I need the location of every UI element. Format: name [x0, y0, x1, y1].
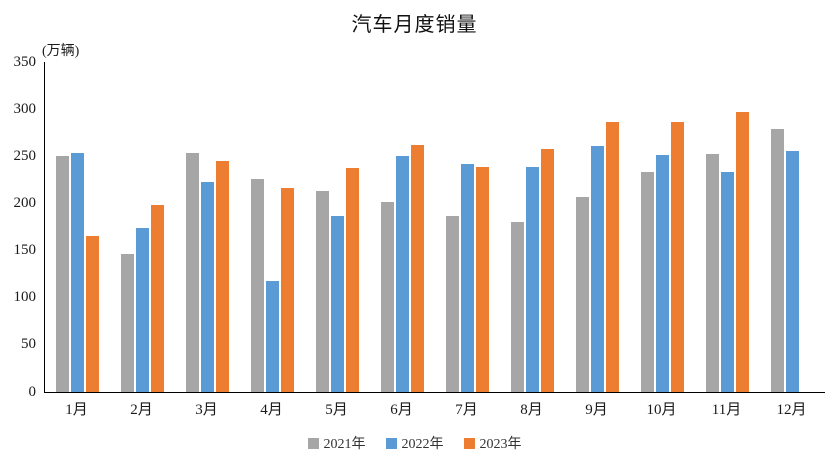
bar-2021年-7月	[446, 215, 459, 392]
x-tick-label-10月: 10月	[646, 402, 677, 418]
bar-group-7月	[435, 62, 500, 392]
y-tick-label: 50	[21, 336, 36, 353]
y-tick-label: 100	[13, 289, 37, 306]
bar-2023年-5月	[346, 167, 359, 392]
x-tick-label-8月: 8月	[520, 402, 543, 418]
bar-2021年-10月	[641, 172, 654, 392]
bar-2021年-6月	[381, 201, 394, 392]
bar-2023年-2月	[151, 205, 164, 392]
legend-swatch-icon	[307, 437, 319, 449]
bar-group-5月	[305, 62, 370, 392]
bar-2021年-12月	[771, 128, 784, 392]
legend-label: 2022年	[401, 437, 444, 452]
bar-2023年-8月	[541, 148, 554, 392]
bar-group-10月	[630, 62, 695, 392]
legend-label: 2023年	[479, 437, 522, 452]
bar-group-11月	[695, 62, 760, 392]
bar-2022年-11月	[721, 172, 734, 392]
bar-group-8月	[500, 62, 565, 392]
x-tick-label-12月: 12月	[776, 402, 807, 418]
y-tick-label: 0	[28, 383, 37, 400]
bar-2022年-10月	[656, 155, 669, 392]
y-axis-unit-label: (万辆)	[42, 44, 80, 59]
legend-swatch-icon	[385, 437, 397, 449]
bar-2022年-12月	[786, 150, 799, 392]
bar-group-9月	[565, 62, 630, 392]
y-tick-label: 300	[13, 100, 37, 117]
bar-2021年-8月	[511, 222, 524, 392]
bar-2022年-3月	[201, 181, 214, 392]
bar-2022年-6月	[396, 156, 409, 392]
y-tick-label: 200	[13, 194, 37, 211]
bar-2023年-3月	[216, 161, 229, 392]
legend-item-2021年: 2021年	[307, 433, 366, 453]
x-tick-label-1月: 1月	[65, 402, 88, 418]
bar-group-6月	[370, 62, 435, 392]
bar-2021年-5月	[316, 191, 329, 392]
y-tick-label: 350	[13, 53, 37, 70]
bar-2023年-4月	[281, 188, 294, 392]
bar-2023年-1月	[86, 236, 99, 392]
bar-2022年-9月	[591, 145, 604, 392]
bar-2022年-5月	[331, 215, 344, 392]
plot-area	[44, 62, 825, 393]
bar-2022年-4月	[266, 280, 279, 392]
x-tick-label-11月: 11月	[711, 402, 742, 418]
legend-label: 2021年	[323, 437, 366, 452]
x-tick-label-4月: 4月	[260, 402, 283, 418]
x-tick-label-7月: 7月	[455, 402, 478, 418]
y-axis: 0 50 100 150 200 250 300 350	[0, 54, 37, 399]
legend-swatch-icon	[463, 437, 475, 449]
x-axis: 1月 2月 3月 4月 5月 6月 7月 8月 9月 10月 11月 12月	[44, 398, 824, 419]
bar-2023年-6月	[411, 144, 424, 392]
x-tick-label-3月: 3月	[195, 402, 218, 418]
bar-2023年-9月	[606, 122, 619, 392]
bar-2022年-2月	[136, 227, 149, 392]
bar-2023年-11月	[736, 111, 749, 392]
bar-2021年-3月	[186, 153, 199, 392]
bar-2021年-1月	[56, 156, 69, 392]
y-tick-label: 250	[13, 147, 37, 164]
bar-group-12月	[760, 62, 825, 392]
x-tick-label-6月: 6月	[390, 402, 413, 418]
bar-2021年-4月	[251, 178, 264, 392]
bar-2021年-9月	[576, 196, 589, 392]
y-tick-label: 150	[13, 242, 37, 259]
bar-2022年-7月	[461, 163, 474, 392]
bar-2021年-2月	[121, 254, 134, 392]
x-tick-label-9月: 9月	[585, 402, 608, 418]
bar-2022年-8月	[526, 166, 539, 392]
bar-2023年-10月	[671, 122, 684, 392]
bar-group-1月	[45, 62, 110, 392]
legend-item-2022年: 2022年	[385, 433, 444, 453]
bar-group-4月	[240, 62, 305, 392]
x-tick-label-5月: 5月	[325, 402, 348, 418]
legend: 2021年 2022年 2023年	[0, 433, 829, 453]
bar-2023年-7月	[476, 166, 489, 392]
bar-2022年-1月	[71, 153, 84, 392]
chart-title: 汽车月度销量	[351, 14, 478, 36]
bar-group-2月	[110, 62, 175, 392]
bar-group-3月	[175, 62, 240, 392]
bar-2021年-11月	[706, 154, 719, 392]
x-tick-label-2月: 2月	[130, 402, 153, 418]
legend-item-2023年: 2023年	[463, 433, 522, 453]
